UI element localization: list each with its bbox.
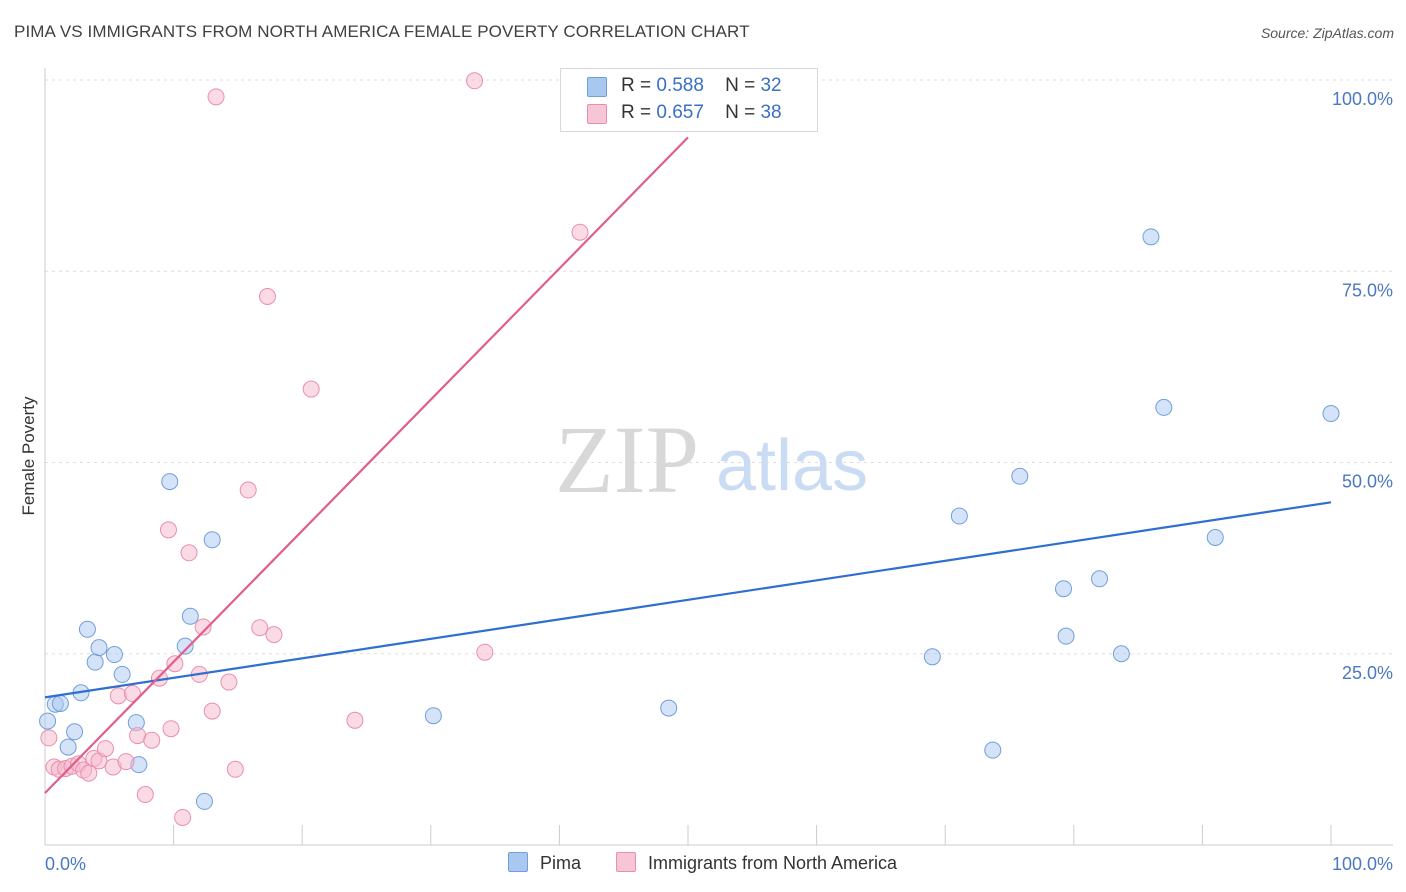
watermark-atlas: atlas — [716, 426, 868, 506]
pima-point — [660, 699, 678, 717]
immigrants-point — [174, 808, 192, 826]
pima-point — [90, 639, 108, 657]
immigrants-point — [265, 626, 283, 644]
immigrants-point — [96, 740, 114, 758]
immigrants-point — [207, 88, 225, 106]
immigrants-point — [476, 643, 494, 661]
pima-point — [113, 665, 131, 683]
chart-title: PIMA VS IMMIGRANTS FROM NORTH AMERICA FE… — [14, 22, 750, 41]
pima-point — [181, 607, 199, 625]
pima-point — [1206, 528, 1224, 546]
immigrants-point — [129, 727, 147, 745]
immigrants-point — [466, 72, 484, 90]
pima-point — [176, 637, 194, 655]
immigrants-point — [203, 702, 221, 720]
bottom-legend-swatch-pima — [508, 852, 528, 872]
immigrants-point — [346, 711, 364, 729]
pima-point — [51, 694, 69, 712]
immigrants-point — [194, 618, 212, 636]
y-tick-label: 50.0% — [1342, 472, 1393, 492]
immigrants-point — [123, 685, 141, 703]
pima-point — [39, 712, 57, 730]
tick-labels-layer: 25.0% 50.0% 75.0% 100.0% 0.0% 100.0% — [45, 89, 1393, 874]
legend-n-value: 38 — [760, 102, 782, 123]
pima-point — [66, 723, 84, 741]
bottom-legend-label-pima: Pima — [540, 853, 582, 873]
watermark-zip: ZIP — [555, 406, 699, 513]
legend-swatch-pima — [587, 77, 607, 97]
immigrants-point — [117, 753, 135, 771]
pima-point — [78, 620, 96, 638]
immigrants-point — [226, 760, 244, 778]
pima-point — [203, 531, 221, 549]
pima-point — [424, 707, 442, 725]
grid-layer — [45, 79, 1393, 655]
immigrants-point — [136, 786, 154, 804]
immigrants-point — [162, 720, 180, 738]
immigrants-point — [571, 223, 589, 241]
immigrants-point — [251, 619, 269, 637]
y-axis-label: Female Poverty — [19, 396, 38, 516]
immigrants-point — [180, 544, 198, 562]
legend-n-label: N = — [725, 75, 756, 96]
pima-point — [1057, 627, 1075, 645]
immigrants-point — [239, 481, 257, 499]
pima-point — [1091, 570, 1109, 588]
regression-layer — [44, 136, 1332, 794]
immigrants-point — [302, 380, 320, 398]
pima-point — [195, 792, 213, 810]
immigrants-regression-line — [44, 136, 689, 794]
pima-point — [950, 507, 968, 525]
legend-n-value: 32 — [760, 75, 782, 96]
y-tick-label: 100.0% — [1332, 89, 1393, 109]
pima-point — [59, 738, 77, 756]
pima-point — [1011, 467, 1029, 485]
immigrants-point — [159, 521, 177, 539]
pima-point — [923, 648, 941, 666]
immigrants-point — [40, 729, 58, 747]
x-tick-label: 0.0% — [45, 854, 86, 874]
pima-point — [161, 473, 179, 491]
legend-n-label: N = — [725, 102, 756, 123]
x-tick-label: 100.0% — [1332, 854, 1393, 874]
immigrants-point — [166, 655, 184, 673]
immigrants-point — [109, 687, 127, 705]
pima-point — [86, 653, 104, 671]
pima-point — [105, 646, 123, 664]
pima-point — [1322, 405, 1340, 423]
bottom-legend-pima: Pima — [508, 852, 581, 876]
legend-r-label: R = — [621, 75, 652, 96]
bottom-legend-label-immigrants: Immigrants from North America — [648, 853, 898, 873]
pima-point — [1112, 645, 1130, 663]
immigrants-point — [143, 731, 161, 749]
correlation-legend: R = 0.588 N = 32 R = 0.657 N = 38 — [560, 68, 818, 132]
immigrants-point — [258, 287, 276, 305]
pima-point — [1155, 398, 1173, 416]
immigrants-point — [220, 673, 238, 691]
points-layer — [39, 72, 1340, 826]
legend-r-value: 0.588 — [656, 75, 704, 96]
pima-point — [984, 741, 1002, 759]
legend-swatch-immigrants — [587, 104, 607, 124]
bottom-legend-immigrants: Immigrants from North America — [616, 852, 897, 876]
bottom-legend-swatch-immigrants — [616, 852, 636, 872]
pima-regression-line — [44, 501, 1332, 699]
watermark: ZIP atlas — [555, 406, 868, 513]
legend-r-value: 0.657 — [656, 102, 704, 123]
pima-point — [1055, 580, 1073, 598]
chart-source: Source: ZipAtlas.com — [1260, 25, 1394, 41]
y-tick-label: 75.0% — [1342, 280, 1393, 300]
legend-r-label: R = — [621, 102, 652, 123]
y-tick-label: 25.0% — [1342, 663, 1393, 683]
pima-point — [1142, 228, 1160, 246]
